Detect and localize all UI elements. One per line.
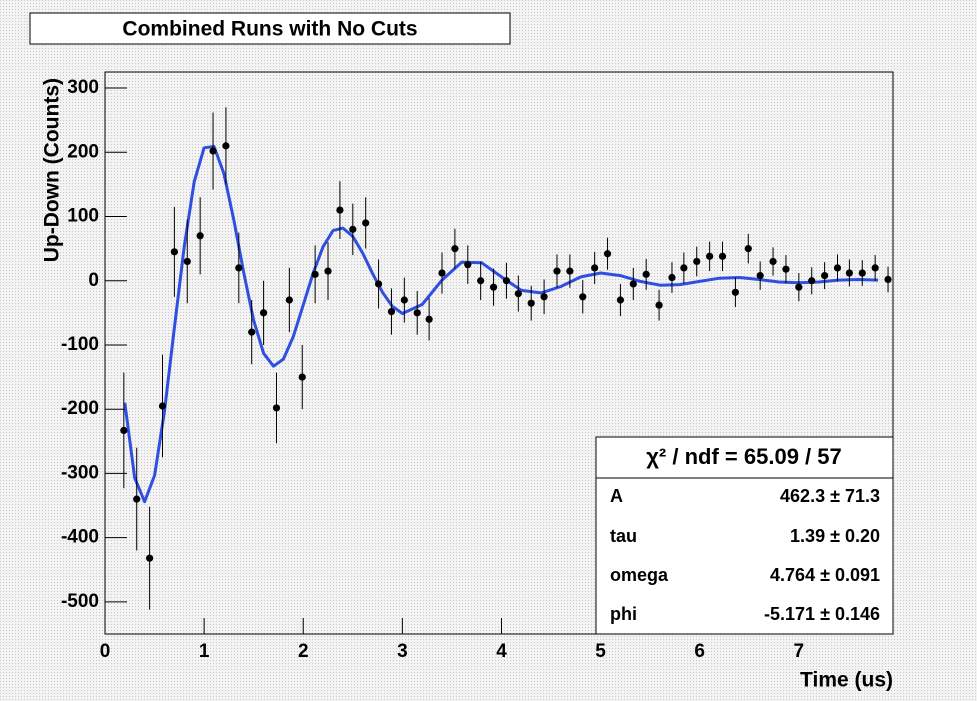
y-tick-label: -200 (61, 398, 99, 419)
x-axis-label: Time (us) (800, 669, 893, 692)
data-point (514, 289, 522, 298)
data-point (540, 293, 548, 301)
data-point (285, 296, 293, 304)
data-point (400, 296, 408, 304)
y-tick-label: -400 (61, 527, 99, 548)
data-point (146, 554, 154, 562)
data-point (731, 288, 740, 296)
stats-name: tau (610, 526, 637, 546)
data-point (464, 261, 472, 269)
x-tick-label: 5 (595, 641, 606, 662)
data-point (769, 257, 777, 266)
data-point (871, 264, 879, 272)
data-point (298, 373, 306, 381)
stats-value: 462.3 ± 71.3 (780, 486, 880, 506)
data-point (451, 245, 459, 253)
data-point (821, 272, 829, 280)
y-tick-label: -100 (61, 334, 99, 355)
x-tick-label: 1 (199, 641, 210, 662)
stats-box: χ² / ndf = 65.09 / 57 A 462.3 ± 71.3 tau 1.… (595, 436, 894, 635)
data-point (387, 307, 396, 316)
y-tick-label: 0 (88, 270, 99, 291)
data-point (795, 283, 803, 291)
data-point (336, 206, 344, 214)
data-point (566, 267, 574, 275)
data-point (362, 219, 370, 227)
data-point (120, 426, 128, 434)
x-tick-label: 4 (496, 641, 507, 662)
y-tick-label: 300 (67, 77, 99, 98)
stats-value: -5.171 ± 0.146 (764, 604, 880, 624)
data-point (196, 232, 204, 240)
data-point (489, 283, 498, 291)
data-point (668, 273, 676, 282)
data-point (680, 264, 688, 272)
data-point (183, 257, 191, 266)
data-point (655, 301, 663, 309)
title-box (29, 12, 511, 45)
data-point (235, 264, 243, 272)
data-point (782, 265, 790, 273)
x-tick-label: 0 (100, 641, 111, 662)
stats-name: phi (610, 604, 637, 624)
data-point (706, 252, 714, 260)
data-point (259, 309, 268, 317)
data-point (527, 299, 535, 307)
data-point (374, 280, 383, 288)
data-point (629, 280, 637, 288)
data-point (718, 252, 727, 260)
y-tick-label: -300 (61, 462, 99, 483)
chart-title: Combined Runs with No Cuts (122, 18, 417, 41)
data-point (324, 267, 332, 275)
stats-name: A (610, 486, 623, 506)
data-point (438, 269, 446, 277)
stats-header: χ² / ndf = 65.09 / 57 (646, 444, 841, 469)
data-point (603, 250, 612, 258)
data-point (579, 293, 587, 301)
fit-curve (123, 145, 879, 504)
data-point (272, 404, 281, 412)
data-point (425, 315, 433, 323)
data-point (170, 248, 178, 256)
data-point (693, 257, 701, 266)
data-point (502, 277, 511, 285)
x-tick-label: 6 (694, 641, 705, 662)
data-point (248, 328, 256, 336)
data-point (884, 275, 892, 284)
data-point (616, 296, 625, 304)
data-point (413, 309, 421, 317)
data-point (845, 269, 853, 277)
data-point (311, 270, 319, 278)
y-tick-label: 200 (67, 141, 99, 162)
data-point (591, 264, 599, 272)
data-point (642, 270, 650, 278)
data-point (133, 495, 141, 503)
stats-name: omega (610, 565, 669, 585)
x-tick-label: 3 (397, 641, 408, 662)
data-point (158, 402, 167, 410)
data-point (833, 264, 842, 272)
y-tick-label: 100 (67, 206, 99, 227)
data-point (349, 225, 357, 233)
data-point (744, 245, 752, 253)
data-point (222, 142, 230, 150)
data-point (209, 147, 217, 155)
y-axis-label: Up-Down (Counts) (41, 78, 64, 262)
data-point (477, 277, 485, 285)
data-point (553, 267, 561, 275)
data-point (756, 272, 764, 280)
stats-value: 4.764 ± 0.091 (770, 565, 880, 585)
stats-frame (595, 436, 894, 635)
x-tick-label: 7 (794, 641, 805, 662)
stats-value: 1.39 ± 0.20 (790, 526, 880, 546)
x-tick-label: 2 (298, 641, 309, 662)
data-point (808, 277, 816, 285)
y-tick-label: -500 (61, 591, 99, 612)
data-point (858, 269, 866, 277)
